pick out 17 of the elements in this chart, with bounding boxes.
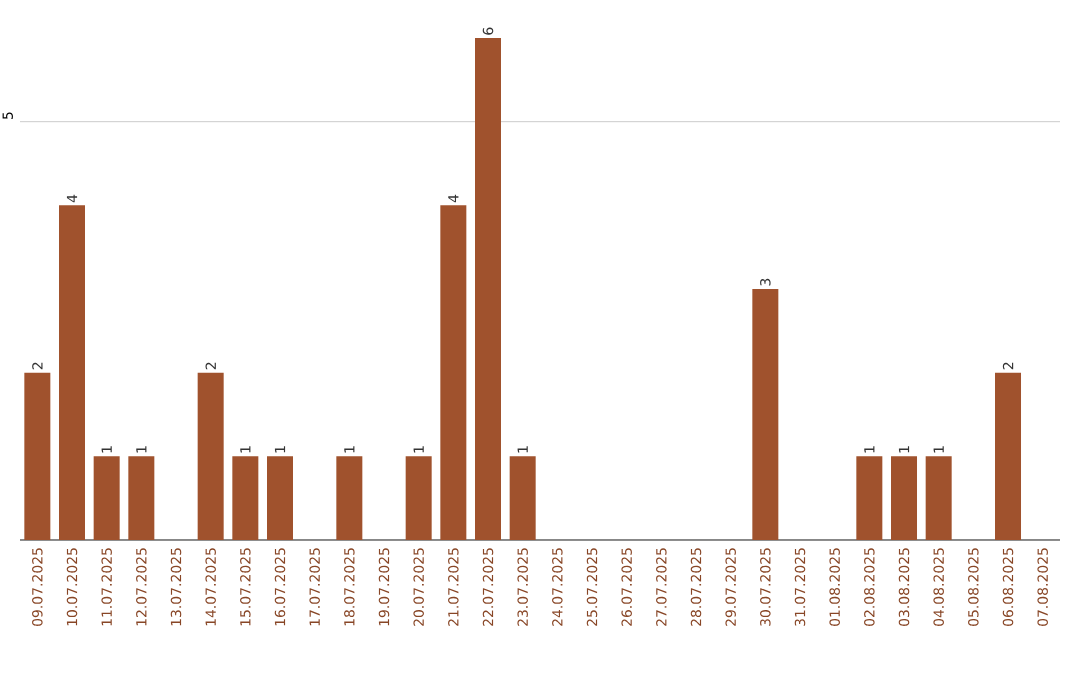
bar xyxy=(267,456,293,540)
bar xyxy=(856,456,883,540)
bar xyxy=(405,456,432,540)
bar xyxy=(24,372,51,540)
bar xyxy=(440,205,467,540)
bar xyxy=(336,456,363,540)
bar xyxy=(509,456,536,540)
bar xyxy=(59,205,85,540)
bar xyxy=(925,456,952,540)
bar xyxy=(128,456,155,540)
bar xyxy=(93,456,120,540)
bar xyxy=(475,38,501,540)
bar xyxy=(232,456,259,540)
bar xyxy=(197,372,224,540)
bar xyxy=(891,456,918,540)
bar xyxy=(995,372,1022,540)
bar xyxy=(752,289,779,540)
